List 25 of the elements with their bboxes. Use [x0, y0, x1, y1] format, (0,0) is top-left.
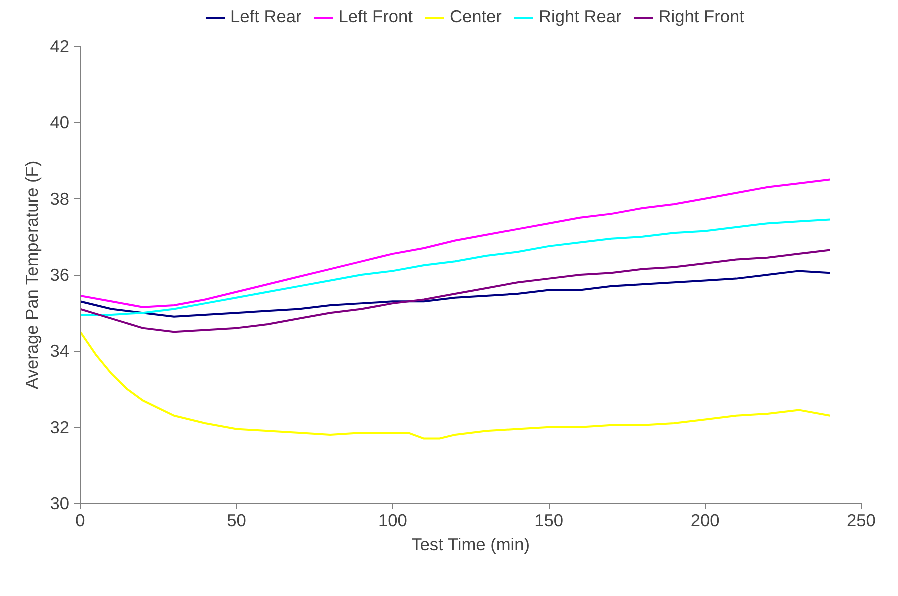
y-tick-label: 36	[50, 265, 70, 285]
line-series	[80, 218, 832, 316]
y-tick-label: 40	[50, 112, 70, 133]
line-series	[80, 270, 832, 318]
line-series	[80, 331, 832, 440]
legend-label: Right Front	[658, 6, 745, 28]
x-axis-title: Test Time (min)	[412, 534, 530, 554]
line-series	[80, 249, 832, 334]
legend-label: Left Front	[338, 6, 413, 28]
y-tick-label: 38	[50, 188, 70, 209]
line-series	[80, 178, 832, 308]
x-tick-label: 250	[847, 510, 876, 530]
y-tick-label: 42	[50, 36, 70, 56]
legend-label: Center	[450, 6, 502, 28]
y-tick-label: 30	[50, 494, 70, 514]
x-tick-label: 50	[227, 510, 246, 530]
x-tick-label: 150	[534, 510, 564, 530]
y-axis-title: Average Pan Temperature (F)	[22, 160, 42, 390]
x-tick-label: 0	[76, 510, 86, 530]
legend-label: Right Rear	[538, 6, 622, 28]
legend-label: Left Rear	[230, 6, 302, 28]
y-tick-label: 32	[50, 417, 70, 438]
x-tick-label: 200	[690, 510, 720, 530]
y-tick-label: 34	[50, 341, 70, 362]
x-tick-label: 100	[378, 510, 408, 530]
